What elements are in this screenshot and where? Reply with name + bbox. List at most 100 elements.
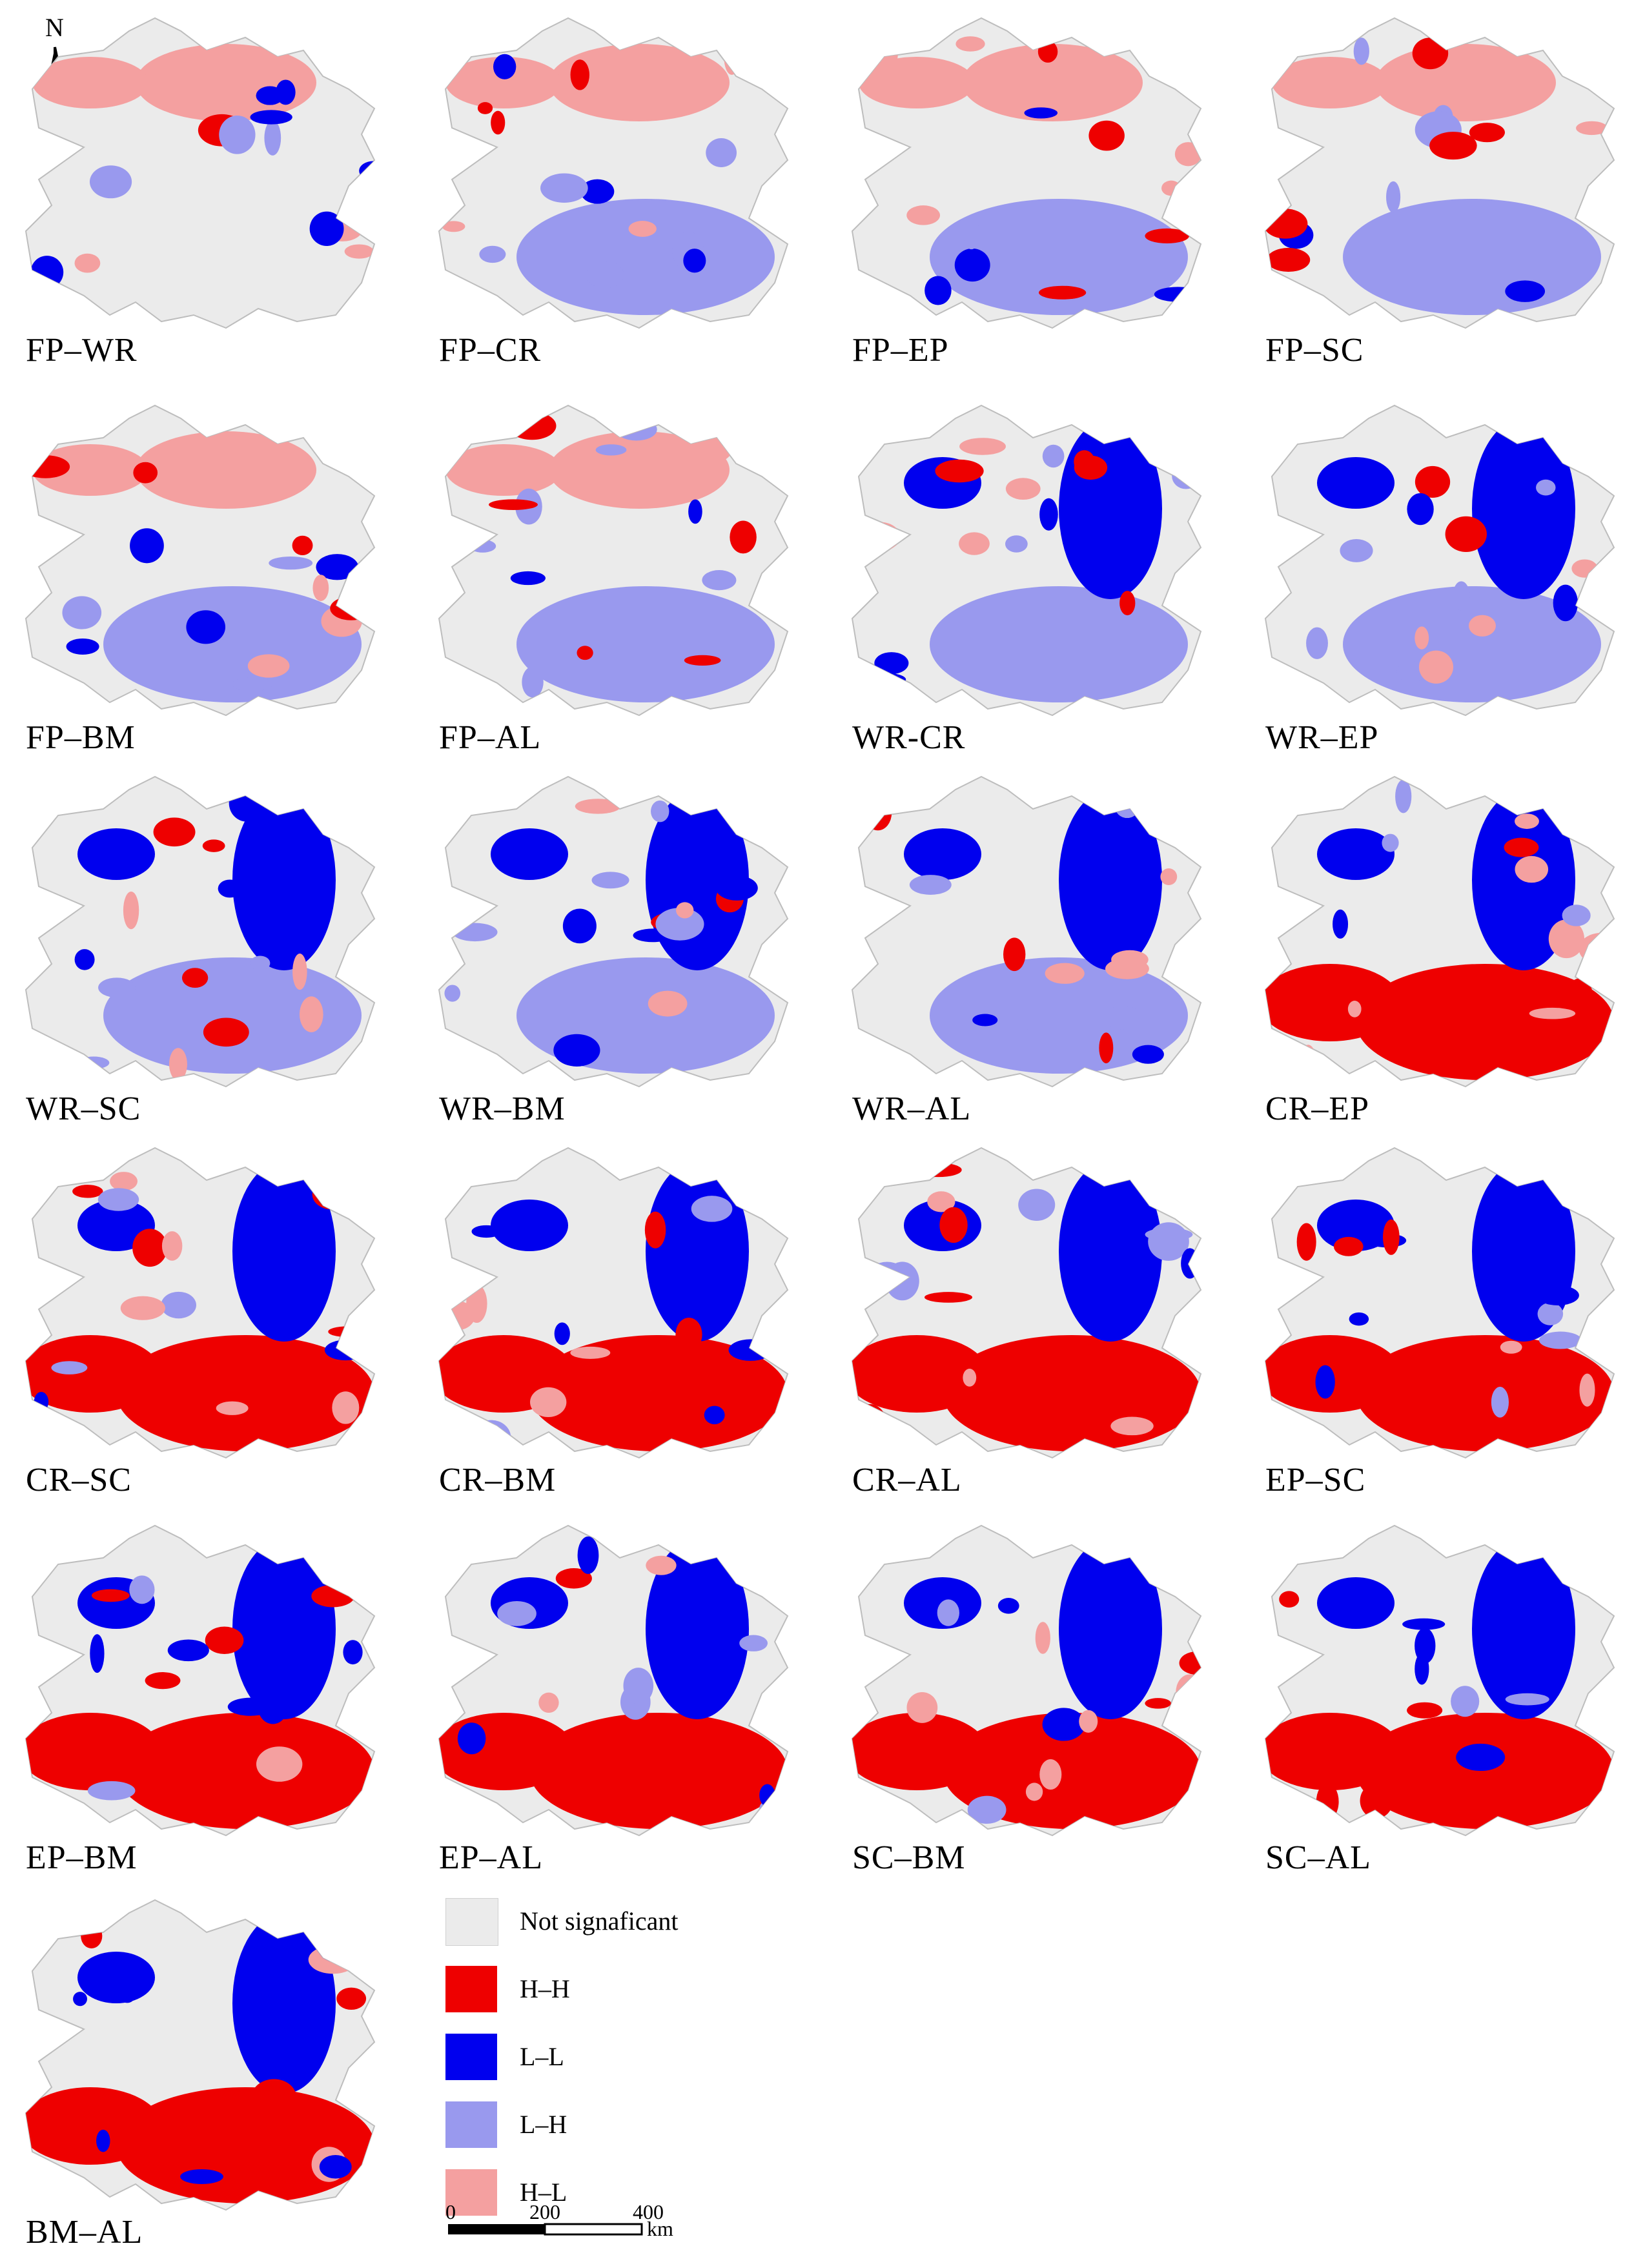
map-panel: FP–CR — [426, 12, 813, 373]
cluster-area — [1382, 833, 1399, 852]
north-arrow-label: N — [45, 13, 64, 42]
cluster-area — [646, 1161, 749, 1342]
panel-label: CR–SC — [26, 1462, 132, 1498]
cluster-area — [26, 455, 70, 478]
cluster-area — [1579, 1373, 1595, 1407]
cluster-area — [1562, 904, 1591, 926]
cluster-area — [516, 586, 775, 702]
cluster-area — [110, 1172, 138, 1191]
cluster-area — [202, 839, 225, 852]
cluster-area — [775, 1158, 788, 1177]
cluster-area — [1079, 1710, 1098, 1733]
map-panel: FP–AL — [426, 399, 813, 761]
cluster-area — [356, 2097, 374, 2116]
cluster-area — [1403, 1741, 1438, 1763]
cluster-area — [1024, 107, 1058, 119]
cluster-area — [1119, 591, 1136, 616]
cluster-area — [553, 1034, 600, 1067]
scale-tick-0: 0 — [445, 2200, 456, 2223]
legend-label: H–H — [520, 1974, 570, 2003]
lisa-cluster-map — [1264, 1147, 1615, 1459]
cluster-area — [167, 1639, 209, 1662]
lisa-cluster-map — [1264, 17, 1615, 329]
panel-label: FP–CR — [439, 332, 542, 369]
cluster-area — [730, 520, 757, 554]
cluster-area — [644, 1211, 666, 1249]
cluster-area — [1025, 1783, 1043, 1801]
map-panel: CR–EP — [1252, 770, 1640, 1132]
cluster-area — [1451, 1686, 1480, 1717]
cluster-area — [986, 1760, 1031, 1778]
legend-label: L–L — [520, 2042, 564, 2071]
lisa-cluster-map — [851, 1524, 1202, 1837]
cluster-area — [651, 800, 669, 822]
cluster-area — [1529, 1007, 1576, 1019]
cluster-area — [1272, 57, 1388, 108]
panel-label: CR–AL — [852, 1462, 962, 1498]
cluster-area — [631, 1723, 651, 1751]
panel-label: CR–EP — [1265, 1090, 1370, 1127]
panel-label: BM–AL — [26, 2214, 143, 2251]
cluster-area — [103, 586, 362, 702]
map-panel: SC–AL — [1252, 1519, 1640, 1881]
cluster-area — [1111, 950, 1149, 970]
cluster-area — [939, 1207, 968, 1243]
cluster-area — [1548, 919, 1585, 959]
cluster-area — [232, 1981, 252, 2014]
lisa-cluster-map — [851, 17, 1202, 329]
scale-tick-400: 400 — [633, 2200, 664, 2223]
cluster-area — [457, 1722, 486, 1755]
cluster-area — [116, 1713, 374, 1829]
cluster-area — [1333, 909, 1349, 939]
cluster-area — [1360, 1783, 1393, 1819]
cluster-area — [580, 179, 615, 204]
cluster-area — [1279, 1591, 1300, 1608]
cluster-area — [1021, 1028, 1050, 1043]
cluster-area — [577, 646, 593, 660]
lisa-cluster-map — [438, 1147, 789, 1459]
legend-swatch — [445, 2101, 497, 2148]
cluster-area — [691, 1196, 733, 1222]
cluster-area — [688, 1762, 724, 1797]
cluster-area — [247, 654, 290, 678]
cluster-area — [997, 1598, 1019, 1614]
cluster-area — [684, 655, 721, 666]
cluster-area — [1018, 1189, 1056, 1221]
lisa-cluster-map — [25, 17, 376, 329]
cluster-area — [442, 221, 465, 232]
cluster-area — [26, 2087, 161, 2165]
cluster-area — [1172, 463, 1200, 489]
cluster-area — [73, 1992, 87, 2007]
cluster-area — [1265, 964, 1401, 1041]
cluster-area — [675, 1790, 708, 1824]
cluster-area — [445, 444, 562, 496]
cluster-area — [120, 1296, 166, 1320]
cluster-area — [1174, 142, 1201, 167]
cluster-area — [530, 1387, 567, 1417]
legend-item-hl: H–L — [445, 2169, 768, 2221]
cluster-area — [78, 1056, 110, 1069]
cluster-area — [181, 968, 209, 988]
cluster-area — [98, 977, 136, 998]
cluster-area — [269, 556, 313, 570]
cluster-area — [136, 431, 316, 509]
map-panel: EP–AL — [426, 1519, 813, 1881]
cluster-area — [577, 1536, 599, 1574]
cluster-area — [1059, 1161, 1162, 1342]
cluster-area — [27, 23, 59, 62]
cluster-area — [963, 1369, 977, 1387]
cluster-area — [319, 2155, 352, 2179]
cluster-area — [1551, 837, 1571, 870]
cluster-area — [706, 138, 737, 167]
cluster-area — [1356, 1335, 1614, 1451]
cluster-area — [1553, 584, 1579, 622]
map-panel: SC–BM — [839, 1519, 1227, 1881]
cluster-area — [1059, 1538, 1162, 1719]
cluster-area — [1042, 1708, 1085, 1741]
cluster-area — [522, 666, 544, 698]
cluster-area — [1515, 813, 1539, 829]
cluster-area — [276, 79, 296, 105]
cluster-area — [853, 1404, 886, 1442]
cluster-area — [1296, 1223, 1316, 1261]
cluster-area — [1505, 280, 1546, 302]
